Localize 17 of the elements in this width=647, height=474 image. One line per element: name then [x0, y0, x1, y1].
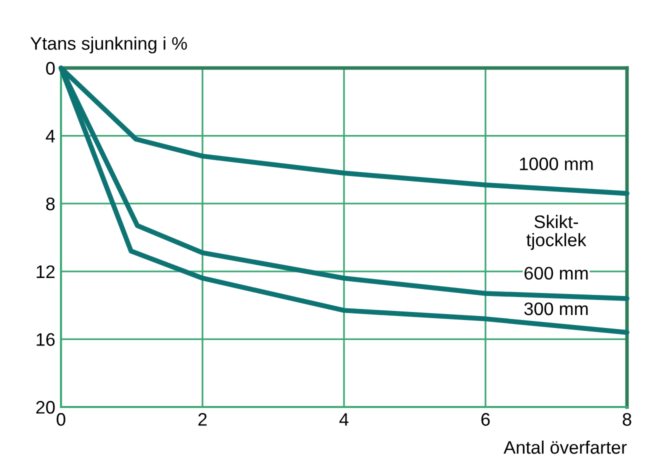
series-label: 300 mm	[524, 302, 588, 316]
x-tick-label: 8	[622, 413, 632, 426]
y-tick-label: 12	[36, 265, 55, 278]
x-tick-label: 0	[56, 413, 66, 426]
y-tick-label: 8	[46, 198, 55, 210]
y-tick-label: 4	[46, 130, 55, 142]
y-tick-label: 0	[46, 62, 55, 75]
x-tick-label: 6	[481, 413, 490, 426]
x-tick-label: 4	[339, 413, 348, 426]
y-tick-label: 20	[36, 400, 55, 414]
x-tick-label: 2	[198, 413, 207, 426]
x-axis-title: Antal överfarter	[504, 440, 627, 454]
y-tick-label: 16	[36, 333, 55, 346]
series-label: 600 mm	[524, 266, 588, 280]
legend-title: Skikt- tjocklek	[526, 214, 586, 250]
series-label: 1000 mm	[520, 158, 593, 170]
y-axis-title: Ytans sjunkning i %	[30, 36, 187, 54]
